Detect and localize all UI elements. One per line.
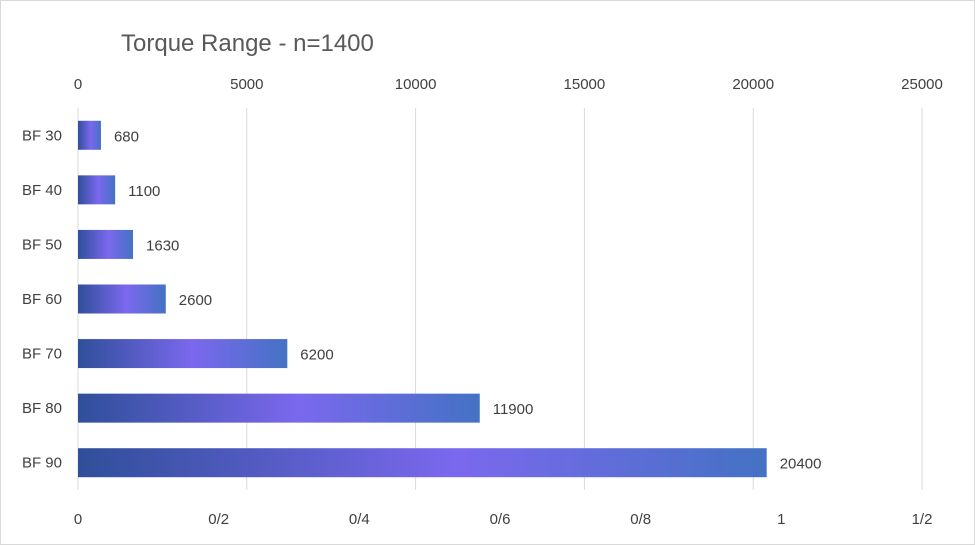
category-label: BF 30: [22, 127, 62, 144]
bottom-axis-tick-label: 0/8: [630, 511, 651, 528]
bar: [78, 284, 166, 314]
chart-title: Torque Range - n=1400: [121, 30, 374, 57]
top-axis-tick-label: 10000: [395, 76, 437, 93]
top-axis-tick-label: 20000: [732, 76, 774, 93]
bar: [78, 339, 288, 369]
bottom-axis-tick-label: 1/2: [912, 511, 933, 528]
top-axis-tick-label: 0: [74, 76, 82, 93]
data-label: 1100: [128, 183, 160, 200]
data-label: 6200: [300, 347, 333, 364]
data-label: 1630: [146, 237, 179, 254]
category-label: BF 40: [22, 182, 62, 199]
data-label: 2600: [179, 292, 212, 309]
category-label: BF 60: [22, 291, 62, 308]
bar: [78, 393, 480, 423]
category-label: BF 50: [22, 236, 62, 253]
bar: [78, 175, 116, 205]
bottom-axis-tick-label: 0: [74, 511, 82, 528]
data-label: 11900: [493, 401, 534, 418]
category-label: BF 80: [22, 400, 62, 417]
category-label: BF 70: [22, 346, 62, 363]
bottom-axis-tick-label: 1: [777, 511, 785, 528]
data-label: 680: [114, 128, 139, 145]
bar: [78, 448, 767, 478]
top-axis-tick-label: 25000: [901, 76, 943, 93]
top-axis-tick-label: 15000: [564, 76, 606, 93]
bar: [78, 229, 134, 259]
data-label: 20400: [780, 456, 822, 473]
bottom-axis-tick-label: 0/2: [208, 511, 229, 528]
bottom-axis-tick-label: 0/6: [490, 511, 511, 528]
category-label: BF 90: [22, 455, 62, 472]
bar: [78, 120, 101, 150]
top-axis-tick-label: 5000: [230, 76, 263, 93]
bottom-axis-tick-label: 0/4: [349, 511, 370, 528]
